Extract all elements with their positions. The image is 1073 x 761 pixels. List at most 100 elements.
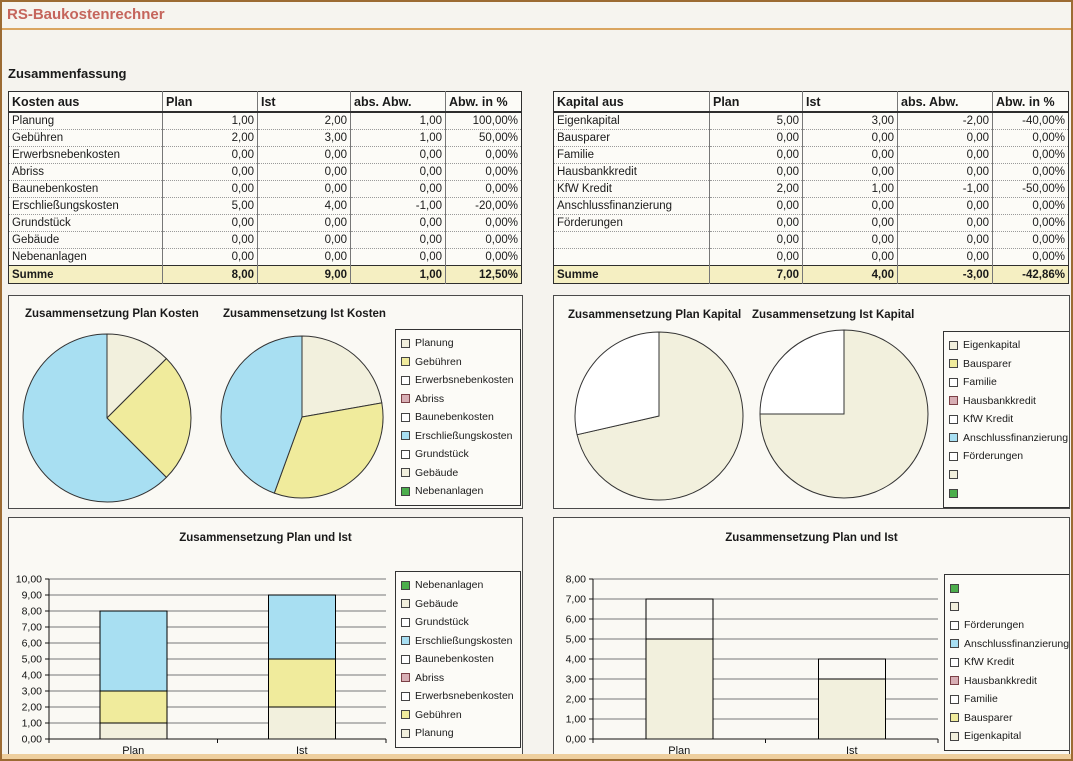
cell[interactable]: 0,00 (802, 214, 898, 232)
cell[interactable]: 1,00 (350, 112, 446, 130)
cell[interactable]: 0,00% (992, 231, 1069, 249)
cell[interactable]: 0,00 (257, 163, 351, 181)
cell[interactable]: 0,00 (350, 248, 446, 266)
cell[interactable]: 0,00% (992, 214, 1069, 232)
cell[interactable]: Familie (553, 146, 710, 164)
cell[interactable]: 3,00 (257, 129, 351, 147)
cell[interactable]: 0,00 (802, 163, 898, 181)
cell[interactable]: 0,00 (709, 214, 803, 232)
cell[interactable]: 0,00 (350, 214, 446, 232)
cell[interactable]: 0,00% (992, 248, 1069, 266)
cell[interactable]: 0,00 (257, 214, 351, 232)
cell[interactable]: 0,00 (257, 146, 351, 164)
cell[interactable]: -20,00% (445, 197, 522, 215)
cell[interactable]: 1,00 (802, 180, 898, 198)
cell[interactable]: 0,00 (257, 180, 351, 198)
cell[interactable]: 0,00% (445, 163, 522, 181)
cell[interactable]: 0,00 (350, 146, 446, 164)
cell[interactable]: 50,00% (445, 129, 522, 147)
cell[interactable]: Gebäude (8, 231, 163, 249)
total-cell[interactable]: 7,00 (709, 265, 803, 284)
cell[interactable]: 0,00 (897, 197, 993, 215)
cell[interactable]: 0,00 (897, 163, 993, 181)
cell[interactable]: 0,00 (257, 248, 351, 266)
total-cell[interactable]: Summe (553, 265, 710, 284)
total-cell[interactable]: -3,00 (897, 265, 993, 284)
total-cell[interactable]: -42,86% (992, 265, 1069, 284)
cell[interactable]: 0,00 (802, 248, 898, 266)
cell[interactable]: 0,00 (350, 163, 446, 181)
cell[interactable]: 0,00 (802, 146, 898, 164)
cell[interactable] (553, 248, 710, 266)
cell[interactable]: 5,00 (709, 112, 803, 130)
cell[interactable]: 0,00% (992, 146, 1069, 164)
cell[interactable]: 0,00 (162, 180, 258, 198)
cell[interactable]: Hausbankkredit (553, 163, 710, 181)
cell[interactable]: 1,00 (162, 112, 258, 130)
cell[interactable]: Abriss (8, 163, 163, 181)
cell[interactable]: 0,00 (802, 197, 898, 215)
cell[interactable]: 0,00% (992, 129, 1069, 147)
cell[interactable]: 0,00 (897, 146, 993, 164)
cell[interactable]: 0,00 (162, 146, 258, 164)
total-cell[interactable]: 8,00 (162, 265, 258, 284)
cell[interactable]: 3,00 (802, 112, 898, 130)
cell[interactable]: 0,00% (992, 197, 1069, 215)
cell[interactable]: 0,00 (897, 248, 993, 266)
cell[interactable]: Baunebenkosten (8, 180, 163, 198)
total-cell[interactable]: 12,50% (445, 265, 522, 284)
cell[interactable]: 0,00 (897, 214, 993, 232)
cell[interactable]: 0,00 (162, 231, 258, 249)
cell[interactable]: Grundstück (8, 214, 163, 232)
cell[interactable]: 0,00 (709, 248, 803, 266)
cell[interactable]: Förderungen (553, 214, 710, 232)
cell[interactable]: 2,00 (257, 112, 351, 130)
cell[interactable]: 0,00 (257, 231, 351, 249)
total-cell[interactable]: Summe (8, 265, 163, 284)
cell[interactable]: 0,00 (350, 231, 446, 249)
cell[interactable]: 0,00 (897, 231, 993, 249)
cell[interactable]: KfW Kredit (553, 180, 710, 198)
cell[interactable]: -40,00% (992, 112, 1069, 130)
cell[interactable]: 0,00% (445, 214, 522, 232)
cell[interactable]: Eigenkapital (557, 115, 620, 127)
cell[interactable]: 1,00 (350, 129, 446, 147)
cell[interactable]: 0,00 (162, 214, 258, 232)
cell[interactable]: 0,00% (445, 146, 522, 164)
cell[interactable]: 0,00 (709, 146, 803, 164)
total-cell[interactable]: 4,00 (802, 265, 898, 284)
cell[interactable]: 0,00 (709, 163, 803, 181)
cell[interactable]: 0,00 (709, 129, 803, 147)
total-cell[interactable]: 1,00 (350, 265, 446, 284)
cell[interactable]: 100,00% (445, 112, 522, 130)
cell[interactable]: 4,00 (257, 197, 351, 215)
cell[interactable]: 0,00% (992, 163, 1069, 181)
cell[interactable]: 0,00% (445, 231, 522, 249)
cell[interactable]: Bausparer (553, 129, 710, 147)
cell[interactable]: 0,00 (350, 180, 446, 198)
cell[interactable]: Gebühren (8, 129, 163, 147)
cell[interactable]: 0,00 (897, 129, 993, 147)
cell[interactable]: 0,00 (802, 231, 898, 249)
cell[interactable]: -1,00 (897, 180, 993, 198)
cell[interactable]: -2,00 (897, 112, 993, 130)
total-cell[interactable]: 9,00 (257, 265, 351, 284)
cell[interactable]: 0,00 (802, 129, 898, 147)
cell[interactable]: 5,00 (162, 197, 258, 215)
cell[interactable]: -50,00% (992, 180, 1069, 198)
cell[interactable]: 0,00 (162, 163, 258, 181)
cell[interactable]: 0,00 (162, 248, 258, 266)
cell[interactable] (553, 231, 710, 249)
cell[interactable]: 2,00 (162, 129, 258, 147)
cell[interactable]: 0,00 (709, 231, 803, 249)
cell[interactable]: Planung (12, 115, 55, 127)
cell[interactable]: 2,00 (709, 180, 803, 198)
cell[interactable]: Anschlussfinanzierung (553, 197, 710, 215)
cell[interactable]: -1,00 (350, 197, 446, 215)
cell[interactable]: Erschließungskosten (8, 197, 163, 215)
cell[interactable]: 0,00% (445, 248, 522, 266)
cell[interactable]: 0,00 (709, 197, 803, 215)
cell[interactable]: Nebenanlagen (8, 248, 163, 266)
cell[interactable]: 0,00% (445, 180, 522, 198)
cell[interactable]: Erwerbsnebenkosten (8, 146, 163, 164)
